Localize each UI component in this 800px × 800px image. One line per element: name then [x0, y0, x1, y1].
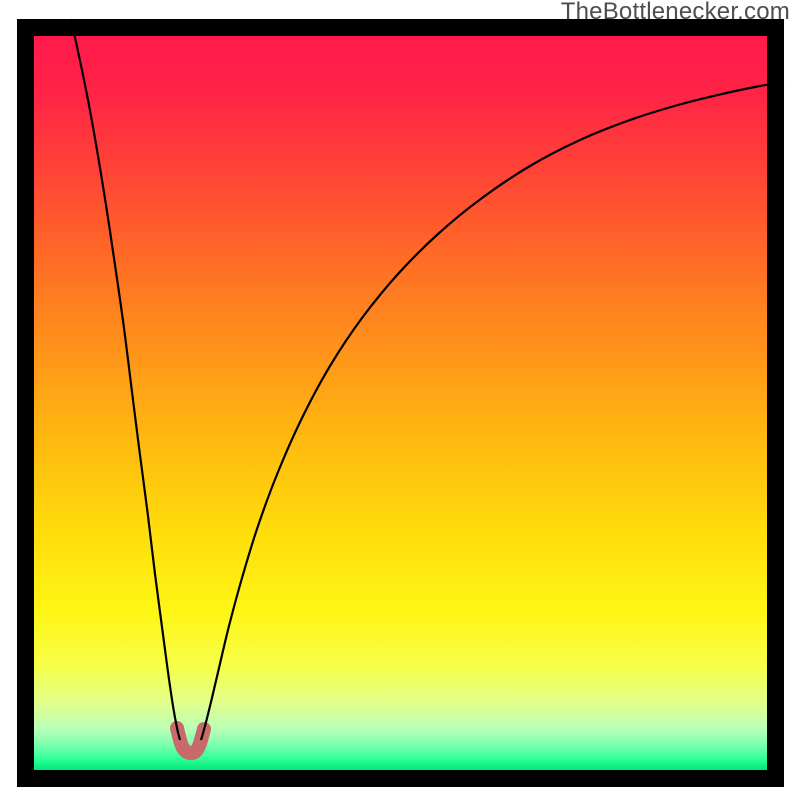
dip-marker: [177, 728, 204, 753]
curve-right-branch: [201, 82, 784, 740]
chart-canvas: TheBottlenecker.com: [0, 0, 800, 800]
curve-left-branch: [71, 19, 180, 740]
watermark-text: TheBottlenecker.com: [561, 0, 790, 26]
curve-layer: [0, 0, 800, 800]
